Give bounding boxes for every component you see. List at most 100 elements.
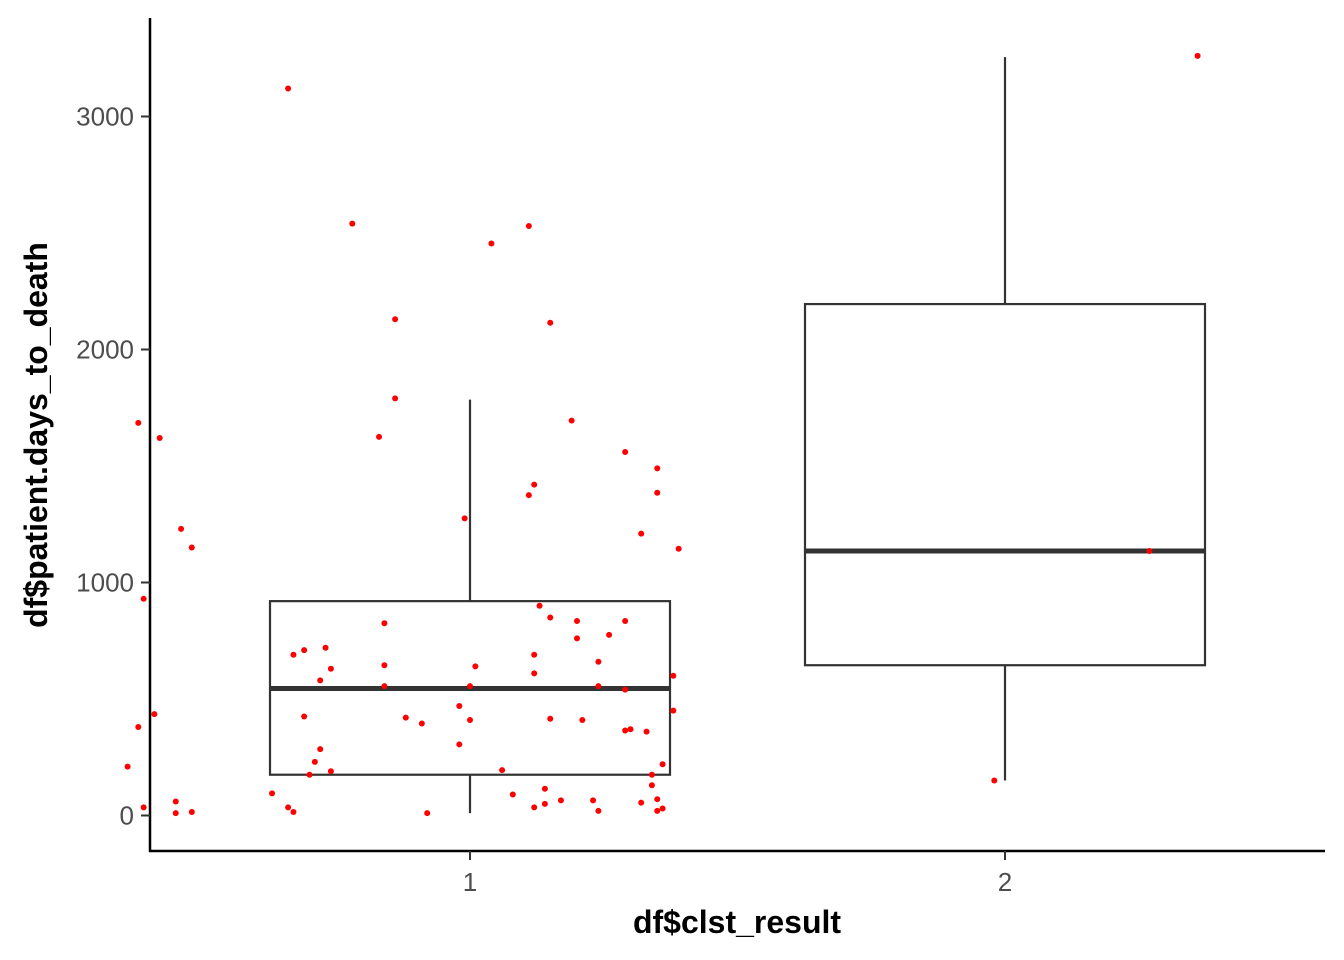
y-tick-label: 1000 — [76, 568, 134, 598]
data-point — [456, 702, 463, 709]
data-point — [461, 515, 468, 522]
data-point — [1194, 52, 1201, 59]
data-point — [456, 741, 463, 748]
data-point — [172, 810, 179, 817]
data-point — [135, 419, 142, 426]
iqr-box — [803, 302, 1207, 667]
data-point — [424, 810, 431, 817]
data-point — [178, 525, 185, 532]
data-point — [381, 620, 388, 627]
data-point — [547, 715, 554, 722]
data-point — [151, 711, 158, 718]
data-point — [392, 316, 399, 323]
ticks-layer: 0 1000 2000 3000 1 2 — [76, 102, 1012, 898]
data-point — [547, 319, 554, 326]
data-point — [188, 809, 195, 816]
data-point — [301, 647, 308, 654]
data-point — [590, 797, 597, 804]
data-point — [1146, 548, 1153, 555]
data-point — [327, 768, 334, 775]
points-layer — [124, 52, 1201, 817]
data-point — [156, 435, 163, 442]
data-point — [349, 220, 356, 227]
data-point — [638, 799, 645, 806]
data-point — [648, 782, 655, 789]
data-point — [659, 761, 666, 768]
data-point — [376, 433, 383, 440]
data-point — [285, 85, 292, 92]
data-point — [290, 651, 297, 658]
data-point — [547, 614, 554, 621]
data-point — [290, 809, 297, 816]
data-point — [595, 658, 602, 665]
data-point — [541, 800, 548, 807]
data-point — [638, 530, 645, 537]
data-point — [402, 714, 409, 721]
data-point — [418, 720, 425, 727]
y-axis-title: df$patient.days_to_death — [18, 242, 54, 628]
x-tick-label: 2 — [998, 867, 1012, 897]
boxes-layer — [268, 57, 1207, 814]
data-point — [322, 644, 329, 651]
data-point — [531, 804, 538, 811]
box-2 — [803, 57, 1207, 781]
data-point — [327, 665, 334, 672]
data-point — [654, 465, 661, 472]
data-point — [499, 767, 506, 774]
data-point — [654, 807, 661, 814]
data-point — [392, 395, 399, 402]
data-point — [622, 617, 629, 624]
data-point — [525, 223, 532, 230]
data-point — [541, 785, 548, 792]
data-point — [627, 726, 634, 733]
data-point — [568, 417, 575, 424]
data-point — [622, 686, 629, 693]
data-point — [654, 489, 661, 496]
data-point — [381, 683, 388, 690]
data-point — [595, 683, 602, 690]
data-point — [675, 545, 682, 552]
data-point — [381, 662, 388, 669]
data-point — [574, 635, 580, 642]
data-point — [467, 683, 473, 690]
data-point — [488, 240, 495, 247]
data-point — [531, 481, 538, 488]
data-point — [531, 651, 538, 658]
data-point — [622, 727, 629, 734]
data-point — [124, 763, 131, 770]
data-point — [172, 798, 179, 805]
y-tick-label: 0 — [120, 801, 134, 831]
data-point — [525, 492, 532, 499]
x-tick-label: 1 — [463, 867, 477, 897]
y-tick-label: 3000 — [76, 102, 134, 132]
data-point — [301, 713, 308, 720]
data-point — [317, 746, 324, 753]
data-point — [670, 707, 677, 714]
data-point — [467, 716, 473, 723]
data-point — [659, 805, 666, 812]
data-point — [188, 544, 195, 551]
data-point — [670, 672, 677, 679]
data-point — [606, 631, 613, 638]
x-axis-title: df$clst_result — [633, 904, 841, 940]
data-point — [991, 777, 998, 784]
data-point — [140, 595, 147, 602]
box-1 — [268, 399, 672, 814]
data-point — [595, 807, 602, 814]
data-point — [472, 663, 479, 670]
data-point — [536, 602, 543, 609]
axes-layer — [148, 18, 1325, 853]
data-point — [579, 716, 586, 723]
data-point — [135, 723, 142, 730]
data-point — [317, 677, 324, 684]
data-point — [643, 728, 650, 735]
data-point — [306, 771, 313, 778]
data-point — [140, 804, 147, 811]
data-point — [648, 771, 655, 778]
data-point — [574, 617, 580, 624]
data-point — [269, 790, 276, 797]
y-tick-label: 2000 — [76, 335, 134, 365]
data-point — [311, 758, 318, 765]
data-point — [622, 449, 629, 456]
